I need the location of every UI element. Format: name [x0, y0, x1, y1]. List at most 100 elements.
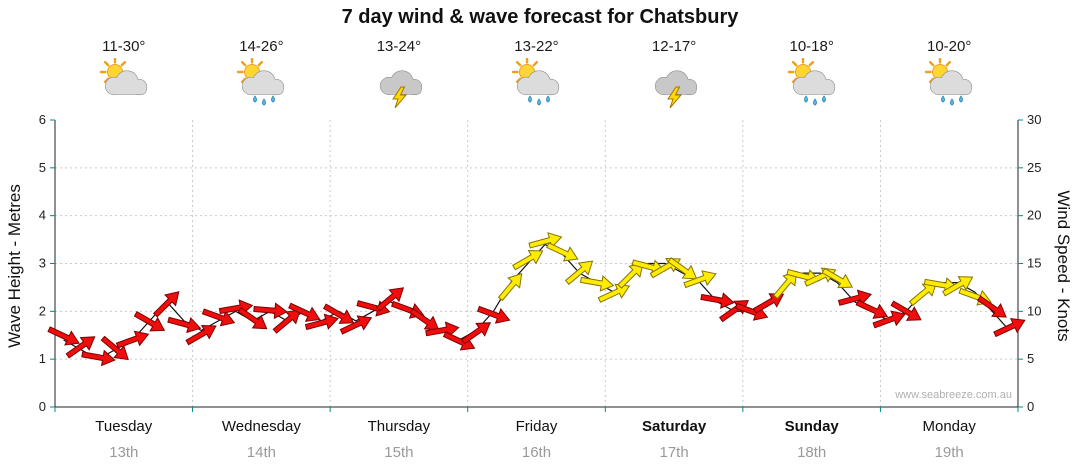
day-name: Saturday: [641, 418, 707, 435]
day-label-tuesday: Tuesday 13th: [55, 418, 193, 461]
day-temp-range: 13-22°: [514, 38, 559, 55]
wind-arrow: [304, 313, 339, 331]
day-name: Sunday: [784, 418, 839, 435]
wind-arrow: [47, 326, 80, 346]
wind-arrow: [81, 349, 116, 367]
right-tick-label: 20: [1027, 208, 1041, 223]
day-column-friday: 13-22°: [468, 0, 606, 120]
left-tick-label: 2: [39, 303, 46, 318]
day-temp-range: 14-26°: [239, 38, 284, 55]
wind-arrow: [339, 315, 373, 335]
day-label-sunday: Sunday 18th: [743, 418, 881, 461]
day-label-monday: Monday 19th: [880, 418, 1018, 461]
wind-arrow: [253, 302, 288, 320]
wind-arrow: [579, 275, 615, 292]
weather-icon-sun-cloud-rain: [237, 56, 285, 106]
wind-arrow: [115, 330, 150, 349]
wind-arrow: [528, 232, 563, 249]
weather-icon-sun-cloud-rain: [787, 56, 835, 106]
right-tick-label: 10: [1027, 303, 1041, 318]
day-name: Friday: [515, 418, 558, 435]
wind-arrow: [167, 316, 202, 334]
wind-arrow: [133, 311, 166, 332]
wind-arrow: [821, 267, 853, 289]
right-tick-label: 25: [1027, 160, 1041, 175]
day-label-saturday: Saturday 17th: [605, 418, 743, 461]
wind-arrow: [872, 310, 906, 329]
wind-arrow: [237, 306, 268, 330]
left-tick-label: 5: [39, 160, 46, 175]
day-date: 15th: [384, 444, 414, 461]
wind-arrow: [908, 281, 938, 307]
day-temp-range: 13-24°: [376, 38, 422, 55]
left-tick-label: 3: [39, 256, 46, 271]
left-tick-label: 1: [39, 351, 46, 366]
wind-arrow: [617, 262, 644, 289]
wind-arrow: [425, 321, 460, 338]
day-column-wednesday: 14-26°: [193, 0, 331, 120]
wind-arrow: [497, 272, 523, 302]
wind-arrow: [837, 289, 872, 306]
day-date: 17th: [659, 444, 689, 461]
wind-arrow: [976, 295, 1007, 318]
wind-arrow: [890, 300, 922, 321]
day-temp-range: 11-30°: [102, 38, 146, 55]
wind-arrow: [752, 293, 785, 314]
wind-arrow: [700, 292, 735, 309]
wind-arrow: [185, 324, 217, 346]
wind-arrow: [201, 308, 236, 327]
day-label-friday: Friday 16th: [468, 418, 606, 461]
day-date: 18th: [797, 444, 827, 461]
day-date: 19th: [934, 444, 964, 461]
wind-arrow: [546, 242, 579, 262]
wind-arrow: [512, 249, 544, 271]
weather-icon-cloud-storm: [654, 70, 698, 109]
day-column-saturday: 12-17°: [605, 0, 743, 120]
left-tick-label: 6: [39, 112, 46, 127]
day-date: 14th: [246, 444, 276, 461]
day-temp-range: 10-20°: [927, 38, 972, 55]
watermark: www.seabreeze.com.au: [895, 389, 1012, 401]
day-column-sunday: 10-18°: [743, 0, 881, 120]
wind-arrow: [375, 287, 405, 312]
day-name: Wednesday: [221, 418, 301, 435]
day-column-tuesday: 11-30°: [55, 0, 193, 120]
day-temp-range: 12-17°: [651, 38, 697, 55]
day-date: 16th: [521, 444, 552, 461]
wind-arrow: [564, 260, 594, 285]
wind-arrow: [100, 335, 129, 361]
wind-arrow: [667, 257, 698, 280]
day-temp-range: 10-18°: [789, 38, 834, 55]
wind-arrow: [993, 317, 1026, 338]
day-label-thursday: Thursday 15th: [330, 418, 468, 461]
wind-arrow: [65, 336, 96, 359]
day-column-monday: 10-20°: [880, 0, 1018, 120]
left-tick-label: 0: [39, 399, 46, 414]
wind-arrow: [322, 303, 355, 324]
left-tick-label: 4: [39, 208, 46, 223]
day-name: Thursday: [367, 418, 431, 435]
wind-arrow: [272, 309, 301, 334]
weather-icon-sun-cloud-rain: [924, 56, 973, 106]
day-name: Tuesday: [95, 418, 153, 435]
wind-arrow: [288, 302, 321, 322]
right-tick-label: 0: [1027, 399, 1034, 414]
wind-arrow: [152, 291, 180, 318]
right-tick-label: 30: [1027, 112, 1041, 127]
weather-icon-sun-cloud: [99, 56, 147, 96]
right-tick-label: 15: [1027, 256, 1041, 271]
day-date: 13th: [109, 444, 139, 461]
day-name: Monday: [922, 418, 976, 435]
weather-icon-sun-cloud-rain: [512, 56, 560, 106]
right-tick-label: 5: [1027, 351, 1034, 366]
wind-arrow: [461, 322, 492, 345]
day-column-thursday: 13-24°: [330, 0, 468, 120]
wind-arrow: [772, 270, 798, 300]
wind-arrow: [942, 276, 974, 297]
weather-icon-cloud-storm: [379, 70, 422, 109]
chart-title: 7 day wind & wave forecast for Chatsbury: [341, 6, 739, 28]
wind-arrow: [683, 270, 717, 289]
day-label-wednesday: Wednesday 14th: [193, 418, 331, 461]
wind-arrow: [476, 305, 511, 324]
